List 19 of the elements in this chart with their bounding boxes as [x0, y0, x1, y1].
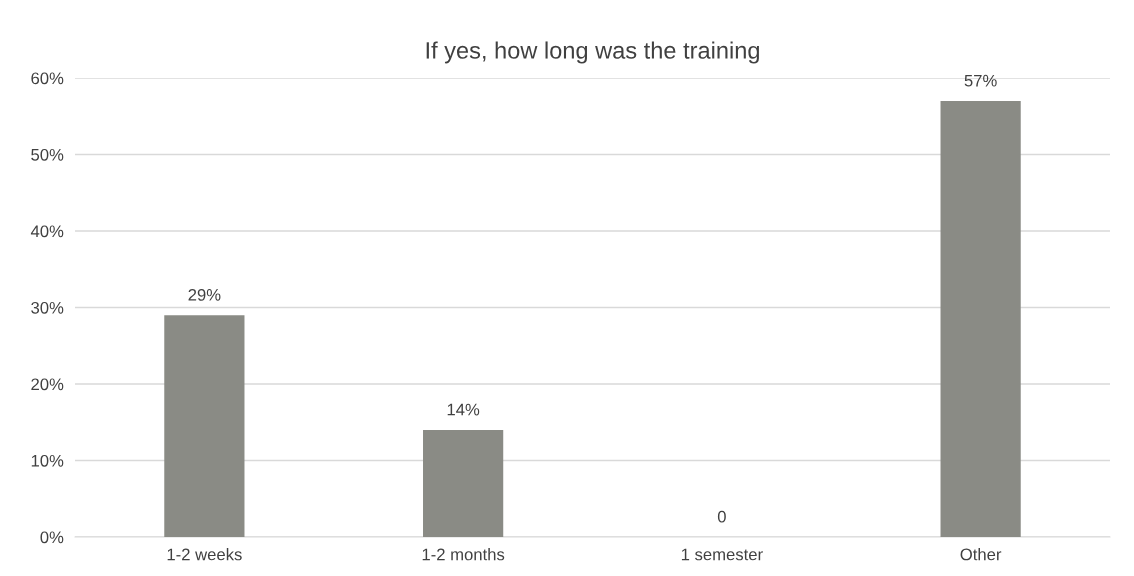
- chart-title: If yes, how long was the training: [426, 41, 759, 64]
- x-tick-label: 1-2 weeks: [167, 548, 242, 561]
- data-label: 14%: [447, 403, 480, 416]
- y-tick-label: 0%: [40, 531, 64, 544]
- y-tick-label: 60%: [31, 72, 64, 85]
- bar: [164, 315, 245, 537]
- y-tick-label: 50%: [31, 148, 64, 161]
- y-tick-label: 10%: [31, 454, 64, 467]
- x-tick-label: Other: [960, 548, 1002, 561]
- y-tick-label: 30%: [31, 301, 64, 314]
- y-tick-label: 40%: [30, 225, 64, 238]
- data-label: 0: [717, 510, 726, 523]
- y-tick-label: 20%: [31, 378, 64, 391]
- x-tick-label: 1-2 months: [422, 548, 505, 561]
- bar: [940, 100, 1021, 537]
- data-label: 29%: [188, 288, 221, 301]
- x-tick-label: 1 semester: [681, 548, 763, 561]
- bar: [423, 429, 504, 537]
- data-label: 57%: [964, 74, 997, 87]
